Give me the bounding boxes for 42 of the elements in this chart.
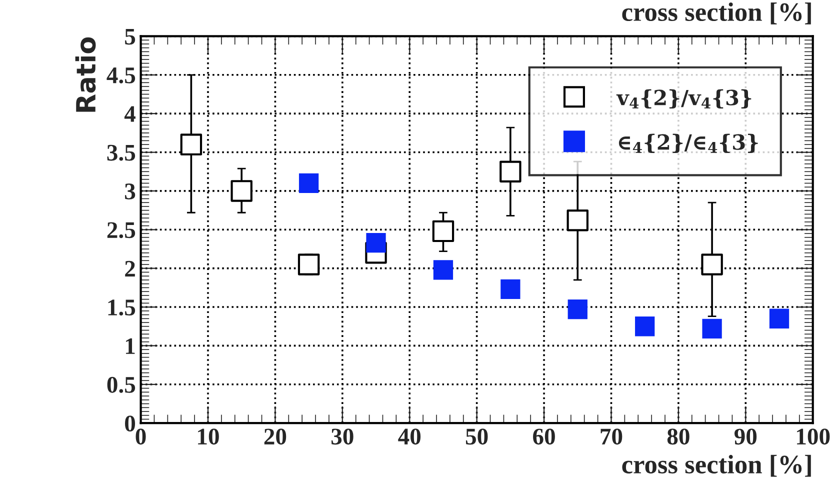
point [500,160,522,182]
legend-label: v$_{4}${2}/v$_{4}${3} [616,89,752,109]
x-tick-label: 50 [466,428,488,445]
x-tick-label: 20 [264,428,286,445]
x-tick-label: 60 [533,428,555,445]
point [500,279,520,300]
x-tick-label: 90 [734,428,757,445]
point [432,220,454,242]
x-tick-label: 10 [198,428,219,445]
point [366,232,386,253]
y-tick-label: 1.5 [108,300,136,316]
point [702,318,722,339]
x-tick-label: 80 [667,428,690,445]
y-tick-label: 4.5 [106,68,136,84]
x-tick-label: 0 [136,428,146,445]
point [298,254,320,276]
point [433,260,454,280]
y-axis-title: Ratio [75,37,96,112]
y-tick-label: 2.5 [107,222,136,238]
legend-label: ∈$_{4}${2}/∈$_{4}${3} [618,134,758,153]
y-tick-label: 3.5 [107,144,136,161]
point [180,134,202,156]
y-tick-label: 4 [124,106,136,122]
y-tick-label: 2 [125,260,135,277]
y-tick-label: 3 [125,184,136,200]
point [568,300,588,320]
x-tick-label: 40 [398,428,421,445]
x-axis-title: cross section [%] [622,454,811,477]
x-tick-label: 70 [600,428,622,445]
point [769,308,790,328]
point [566,209,588,232]
x-tick-label: 100 [797,428,830,445]
y-tick-label: 0 [125,416,136,432]
point [230,180,252,202]
text: cross section [%] [622,2,811,24]
y-tick-label: 1 [126,338,135,354]
point [635,316,655,336]
y-tick-label: 5 [125,28,136,45]
point [298,173,319,194]
y-tick-label: 0.5 [107,376,136,393]
point [701,254,723,276]
x-tick-label: 30 [331,428,354,445]
